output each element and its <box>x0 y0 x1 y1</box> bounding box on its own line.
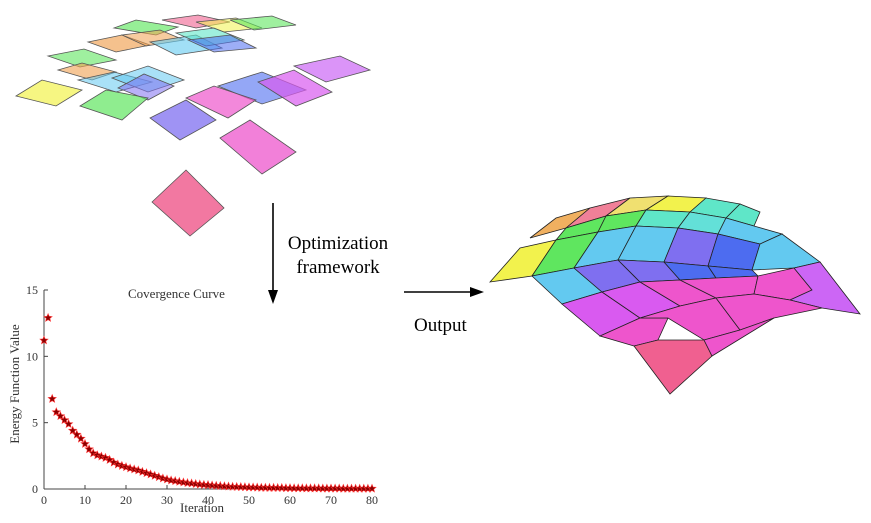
x-tick-label: 0 <box>41 493 47 507</box>
surface-panel <box>703 317 775 357</box>
optimization-label: Optimization framework <box>286 232 390 280</box>
panel <box>46 48 118 68</box>
surface-panel <box>751 233 821 271</box>
surface-panel <box>633 339 713 395</box>
data-point <box>59 415 70 425</box>
y-tick-label: 5 <box>32 416 38 430</box>
panel <box>186 34 258 53</box>
x-tick-label: 40 <box>202 493 214 507</box>
panel <box>292 55 372 83</box>
y-tick-label: 10 <box>26 349 38 363</box>
data-point <box>55 411 66 421</box>
data-point <box>63 419 74 429</box>
x-tick-label: 80 <box>366 493 378 507</box>
panel <box>151 169 225 237</box>
scattered-panels <box>14 14 372 237</box>
data-point <box>43 312 53 322</box>
data-point <box>47 393 57 403</box>
data-point <box>84 444 94 454</box>
output-arrow <box>404 287 484 297</box>
panel <box>14 79 84 107</box>
panel <box>219 119 297 175</box>
x-tick-label: 70 <box>325 493 337 507</box>
panel <box>185 85 257 119</box>
optimization-label-line2: framework <box>296 257 380 278</box>
data-point <box>72 429 82 439</box>
panel <box>149 99 217 141</box>
x-tick-label: 60 <box>284 493 296 507</box>
panel <box>257 69 333 107</box>
x-tick-label: 50 <box>243 493 255 507</box>
x-axis-label: Iteration <box>180 500 225 515</box>
data-point <box>76 433 86 443</box>
output-label: Output <box>414 315 467 336</box>
panel <box>79 89 149 121</box>
y-axis-label: Energy Function Value <box>7 324 22 444</box>
chart-title: Covergence Curve <box>128 286 225 301</box>
y-tick-label: 0 <box>32 482 38 496</box>
data-point <box>367 483 377 493</box>
chart-axes <box>43 290 372 490</box>
convergence-chart: 0 10 20 30 40 50 60 70 80 0 5 10 15 <box>26 283 378 507</box>
optimization-arrow <box>268 203 278 304</box>
x-tick-label: 10 <box>79 493 91 507</box>
x-tick-label: 30 <box>161 493 173 507</box>
x-tick-label: 20 <box>120 493 132 507</box>
chart-points <box>39 312 377 493</box>
data-point <box>67 425 78 435</box>
data-point <box>80 438 90 448</box>
optimization-label-line1: Optimization <box>287 233 389 254</box>
panel <box>229 15 297 31</box>
data-point <box>51 407 62 417</box>
optimized-surface <box>488 195 861 395</box>
y-tick-label: 15 <box>26 283 38 297</box>
data-point <box>39 335 49 345</box>
chart-ticks: 0 10 20 30 40 50 60 70 80 0 5 10 15 <box>26 283 378 507</box>
